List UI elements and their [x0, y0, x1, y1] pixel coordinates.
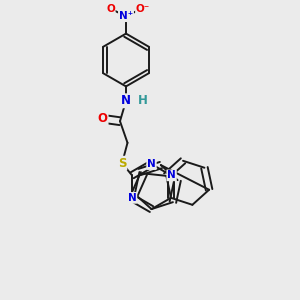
Text: O: O	[98, 112, 108, 125]
Text: S: S	[118, 157, 126, 170]
Text: N: N	[128, 193, 136, 203]
Text: O: O	[106, 4, 115, 14]
Text: H: H	[138, 94, 147, 107]
Text: N: N	[167, 170, 176, 180]
Text: N⁺: N⁺	[119, 11, 133, 21]
Text: N: N	[147, 159, 156, 169]
Text: O⁻: O⁻	[136, 4, 150, 14]
Text: N: N	[121, 94, 131, 107]
